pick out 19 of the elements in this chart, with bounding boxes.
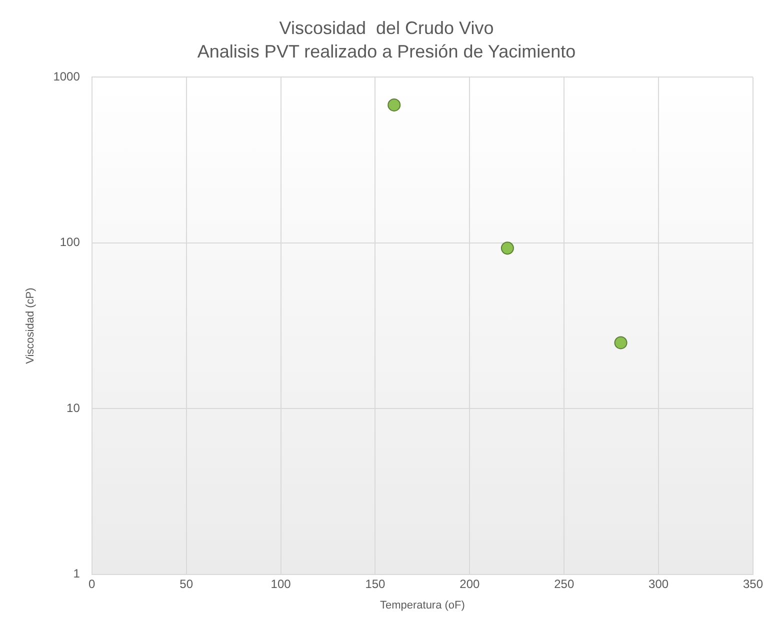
- point: [614, 336, 628, 350]
- x-tick-label: 250: [554, 576, 574, 591]
- x-axis-title: Temperatura (oF): [380, 599, 465, 612]
- point: [388, 98, 401, 112]
- x-tick-label: 0: [88, 576, 96, 591]
- x-tick-label: 300: [648, 576, 669, 591]
- x-tick-label: 350: [742, 576, 764, 591]
- x-tick-label: 150: [365, 576, 386, 591]
- x-tick-label: 200: [460, 576, 480, 591]
- chart-title: Viscosidad del Crudo Vivo: [279, 18, 494, 38]
- y-tick-label: 10: [66, 400, 80, 415]
- y-axis-title: Viscosidad (cP): [24, 288, 37, 364]
- chart-subtitle: Analisis PVT realizado a Presión de Yacimiento: [197, 41, 576, 62]
- point: [500, 242, 514, 255]
- y-tick-label: 100: [60, 235, 80, 250]
- y-tick-label: 1: [73, 566, 80, 581]
- x-tick-label: 100: [270, 576, 292, 591]
- y-tick-label: 1000: [53, 70, 80, 84]
- x-tick-label: 50: [180, 576, 194, 591]
